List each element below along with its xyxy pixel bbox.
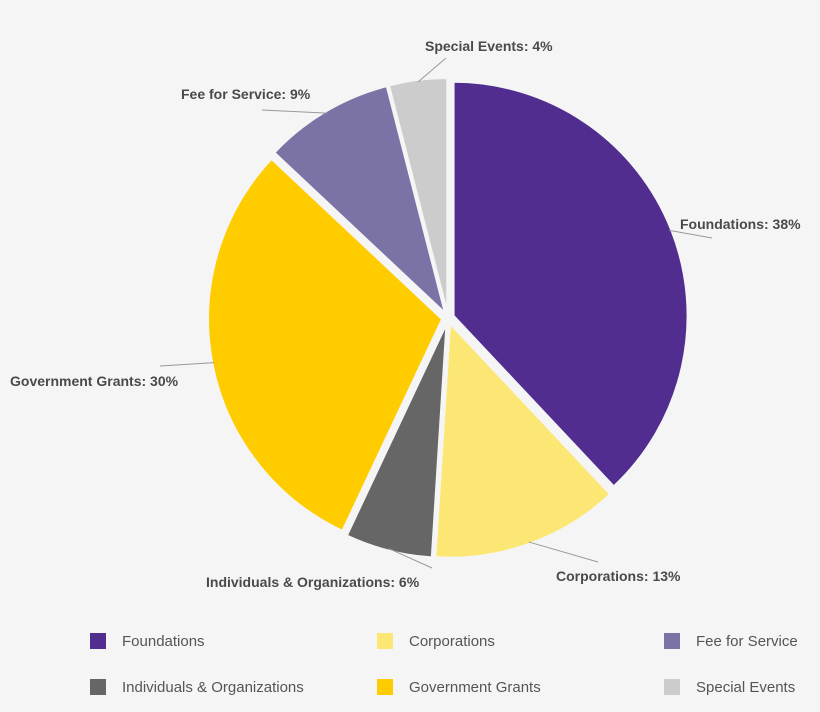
label-fee-for-service: Fee for Service: 9% bbox=[181, 86, 311, 102]
leader-line-individuals-organizations bbox=[388, 548, 433, 569]
legend: Foundations Corporations Fee for Service… bbox=[0, 620, 820, 712]
legend-swatch-government-grants bbox=[377, 679, 393, 695]
label-special-events: Special Events: 4% bbox=[425, 38, 553, 54]
legend-item-individuals-organizations: Individuals & Organizations bbox=[90, 677, 304, 697]
leader-line-government-grants bbox=[159, 362, 215, 367]
leader-line-fee-for-service bbox=[261, 109, 327, 114]
legend-label: Individuals & Organizations bbox=[122, 678, 304, 696]
label-foundations: Foundations: 38% bbox=[680, 216, 801, 232]
leader-line-foundations bbox=[669, 229, 713, 239]
pie-slice-special-events bbox=[387, 77, 449, 313]
pie-slice-corporations bbox=[434, 321, 612, 559]
legend-swatch-individuals-organizations bbox=[90, 679, 106, 695]
legend-item-special-events: Special Events bbox=[664, 677, 795, 697]
legend-item-foundations: Foundations bbox=[90, 631, 205, 651]
legend-label: Corporations bbox=[409, 632, 495, 650]
label-corporations: Corporations: 13% bbox=[556, 568, 681, 584]
leader-line-corporations bbox=[528, 541, 599, 563]
legend-swatch-fee-for-service bbox=[664, 633, 680, 649]
legend-label: Foundations bbox=[122, 632, 205, 650]
legend-swatch-corporations bbox=[377, 633, 393, 649]
leader-line-special-events bbox=[417, 57, 447, 83]
legend-label: Special Events bbox=[696, 678, 796, 696]
label-individuals-organizations: Individuals & Organizations: 6% bbox=[206, 574, 420, 590]
legend-item-fee-for-service: Fee for Service bbox=[664, 631, 798, 651]
legend-swatch-foundations bbox=[90, 633, 106, 649]
pie-slice-foundations bbox=[452, 80, 689, 488]
legend-swatch-special-events bbox=[664, 679, 680, 695]
legend-label: Government Grants bbox=[409, 678, 541, 696]
pie-slice-individuals-organizations bbox=[345, 323, 448, 559]
pie-slice-fee-for-service bbox=[272, 84, 447, 316]
legend-item-government-grants: Government Grants bbox=[377, 677, 541, 697]
pie-chart bbox=[159, 57, 713, 569]
label-government-grants: Government Grants: 30% bbox=[10, 373, 179, 389]
legend-label: Fee for Service bbox=[696, 632, 798, 650]
legend-item-corporations: Corporations bbox=[377, 631, 495, 651]
